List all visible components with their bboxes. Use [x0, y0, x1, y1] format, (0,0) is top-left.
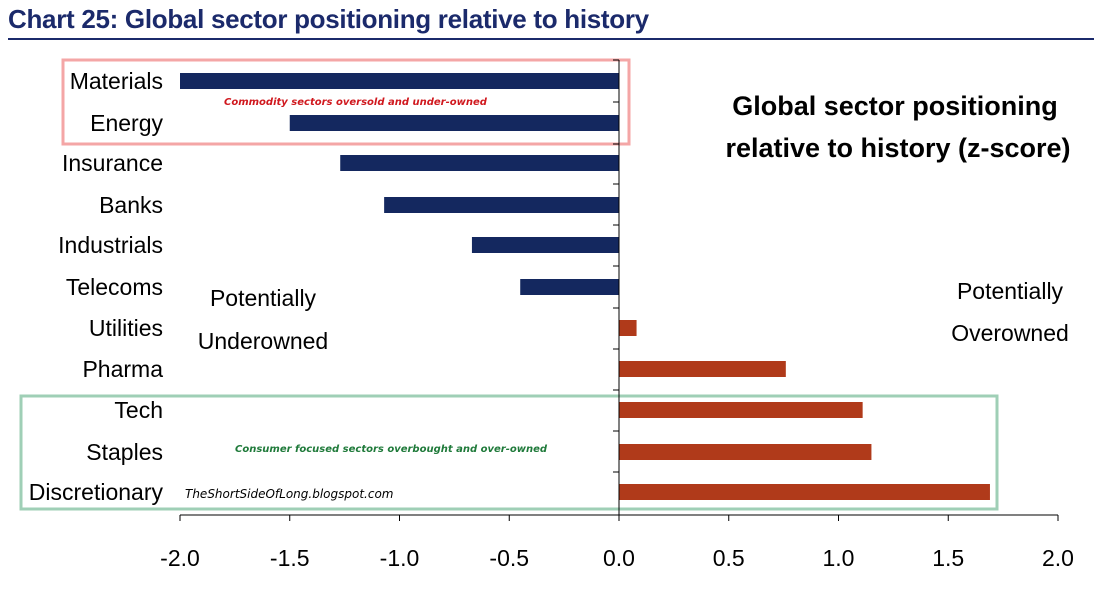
x-tick-label: 0.5 [713, 545, 745, 571]
chart-title-line-2: relative to history (z-score) [725, 133, 1070, 163]
category-label-tech: Tech [114, 397, 163, 423]
x-tick-label: 1.0 [823, 545, 855, 571]
source-credit: TheShortSideOfLong.blogspot.com [185, 487, 393, 501]
bar-staples [619, 444, 872, 460]
header-divider [8, 38, 1094, 40]
category-label-telecoms: Telecoms [66, 274, 163, 300]
category-label-insurance: Insurance [62, 150, 163, 176]
x-tick-label: 2.0 [1042, 545, 1074, 571]
x-tick-label: -2.0 [160, 545, 200, 571]
category-label-pharma: Pharma [82, 356, 163, 382]
overowned-label-line-1: Potentially [957, 278, 1064, 304]
category-label-industrials: Industrials [58, 232, 163, 258]
bar-banks [384, 197, 619, 213]
category-label-utilities: Utilities [89, 315, 163, 341]
bar-insurance [340, 155, 619, 171]
consumer-note: Consumer focused sectors overbought and … [235, 444, 548, 455]
commodity-highlight-box [61, 58, 631, 146]
bar-discretionary [619, 484, 990, 500]
bar-pharma [619, 361, 786, 377]
chart-header-title: Chart 25: Global sector positioning rela… [8, 4, 649, 34]
overowned-label-line-2: Overowned [951, 320, 1069, 346]
bar-energy [289, 115, 619, 131]
bar-telecoms [520, 279, 619, 295]
bar-utilities [619, 320, 637, 336]
x-tick-label: -1.5 [270, 545, 310, 571]
bar-industrials [471, 237, 619, 253]
chart-title-line-1: Global sector positioning [732, 91, 1058, 121]
bar-materials [180, 73, 619, 89]
category-label-energy: Energy [90, 110, 163, 136]
x-tick-label: 0.0 [603, 545, 635, 571]
category-label-staples: Staples [86, 439, 163, 465]
category-label-banks: Banks [99, 192, 163, 218]
consumer-highlight-box [19, 394, 999, 511]
x-tick-label: -1.0 [380, 545, 420, 571]
category-label-discretionary: Discretionary [29, 479, 164, 505]
commodity-note: Commodity sectors oversold and under-own… [224, 97, 488, 108]
underowned-label-line-2: Underowned [198, 328, 328, 354]
x-tick-label: 1.5 [932, 545, 964, 571]
x-tick-label: -0.5 [489, 545, 529, 571]
underowned-label-line-1: Potentially [210, 285, 317, 311]
category-label-materials: Materials [70, 68, 163, 94]
bar-tech [619, 402, 863, 418]
